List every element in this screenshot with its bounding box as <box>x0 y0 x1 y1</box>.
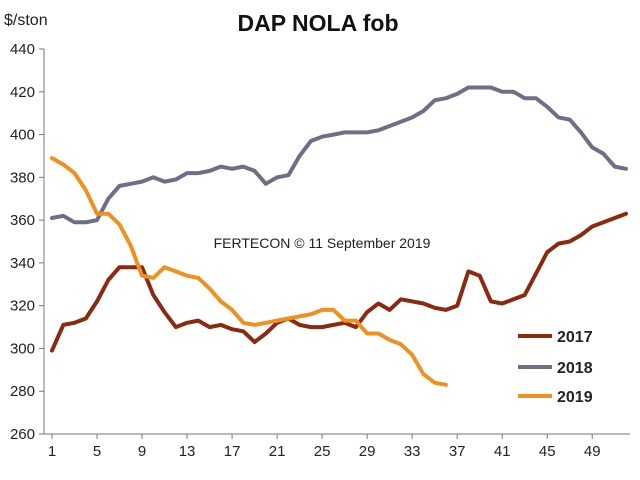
x-tick-label: 5 <box>93 443 101 460</box>
legend-label-2019: 2019 <box>557 389 593 406</box>
x-tick-label: 49 <box>584 443 601 460</box>
x-tick-label: 45 <box>539 443 556 460</box>
x-tick-label: 37 <box>449 443 466 460</box>
x-tick-label: 25 <box>314 443 331 460</box>
legend-label-2017: 2017 <box>557 329 593 346</box>
series-line-2018 <box>50 85 628 225</box>
y-tick-label: 320 <box>10 298 35 315</box>
series-lines <box>50 85 628 387</box>
x-axis-ticks: 1 5 9 13 17 21 25 29 33 37 41 45 49 <box>48 434 601 460</box>
source-annotation: FERTECON © 11 September 2019 <box>214 235 431 251</box>
y-tick-label: 400 <box>10 127 35 144</box>
x-tick-label: 13 <box>179 443 196 460</box>
x-tick-label: 29 <box>359 443 376 460</box>
y-tick-label: 300 <box>10 340 35 357</box>
x-tick-label: 33 <box>404 443 421 460</box>
y-tick-label: 420 <box>10 84 35 101</box>
y-axis-ticks: 260 280 300 320 340 360 380 400 420 440 <box>10 41 44 443</box>
y-tick-label: 340 <box>10 255 35 272</box>
x-tick-label: 9 <box>138 443 146 460</box>
series-line-2019 <box>50 156 448 387</box>
x-tick-label: 1 <box>48 443 56 460</box>
legend-label-2018: 2018 <box>557 360 593 377</box>
y-tick-label: 280 <box>10 383 35 400</box>
y-tick-label: 260 <box>10 426 35 443</box>
chart-title: DAP NOLA fob <box>238 10 399 36</box>
y-axis-unit-label: $/ston <box>4 12 48 29</box>
y-tick-label: 440 <box>10 41 35 58</box>
legend: 2017 2018 2019 <box>518 329 593 406</box>
y-tick-label: 360 <box>10 212 35 229</box>
y-tick-label: 380 <box>10 169 35 186</box>
x-tick-label: 41 <box>494 443 511 460</box>
x-tick-label: 21 <box>269 443 286 460</box>
series-line-2017 <box>50 211 628 353</box>
x-tick-label: 17 <box>224 443 241 460</box>
